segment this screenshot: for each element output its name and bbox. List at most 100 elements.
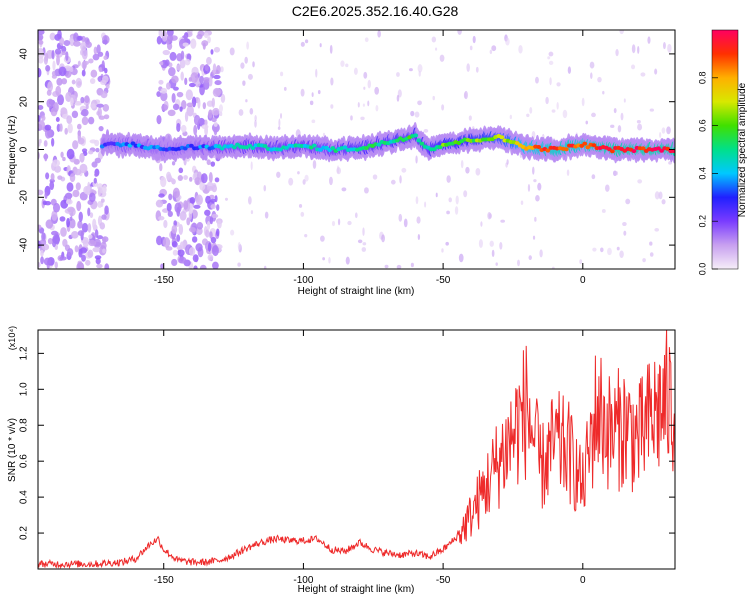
noise-speckle — [377, 30, 381, 38]
noise-speckle — [500, 219, 505, 223]
noise-speckle — [88, 58, 94, 64]
noise-speckle — [252, 61, 255, 68]
ridge-peak — [364, 145, 369, 150]
noise-speckle — [446, 210, 450, 215]
noise-speckle — [158, 215, 165, 221]
noise-speckle — [160, 87, 168, 94]
noise-speckle — [616, 246, 620, 251]
bottom-y-axis-label: SNR (10 * v/v) — [7, 418, 18, 482]
noise-speckle — [548, 51, 554, 57]
noise-speckle — [298, 204, 303, 208]
noise-speckle — [52, 159, 61, 167]
ridge-peak — [188, 143, 194, 148]
noise-speckle — [156, 114, 162, 125]
noise-speckle — [158, 79, 164, 85]
noise-speckle — [311, 119, 316, 124]
noise-speckle — [59, 123, 63, 132]
noise-speckle — [51, 70, 56, 77]
noise-speckle — [396, 94, 400, 102]
noise-speckle — [658, 191, 663, 200]
noise-speckle — [77, 230, 85, 237]
noise-speckle — [47, 237, 53, 245]
noise-speckle — [329, 176, 333, 186]
noise-speckle — [347, 220, 352, 226]
noise-speckle — [345, 63, 349, 68]
noise-speckle — [302, 179, 306, 185]
noise-speckle — [592, 247, 597, 252]
noise-speckle — [661, 127, 666, 134]
noise-speckle — [186, 102, 194, 108]
y-tick-label: 0 — [19, 146, 30, 152]
noise-speckle — [98, 115, 106, 120]
ridge-peak — [413, 133, 419, 138]
noise-speckle — [96, 235, 103, 240]
noise-speckle — [65, 91, 72, 103]
noise-speckle — [43, 257, 52, 266]
noise-speckle — [431, 36, 437, 43]
noise-speckle — [94, 172, 99, 177]
ridge-peak — [416, 138, 422, 143]
noise-speckle — [210, 161, 216, 167]
noise-speckle — [220, 93, 226, 103]
noise-speckle — [319, 43, 322, 48]
top-y-axis: -40 -20 0 20 40 — [19, 48, 675, 252]
noise-speckle — [242, 80, 246, 86]
noise-speckle — [98, 126, 104, 132]
noise-speckle — [54, 48, 62, 55]
noise-speckle — [585, 120, 589, 125]
ridge-peak — [250, 145, 256, 150]
colorbar-tick-label: 0.4 — [697, 167, 707, 180]
noise-speckle — [556, 101, 559, 110]
noise-speckle — [38, 104, 44, 110]
noise-speckle — [244, 56, 248, 64]
noise-speckle — [297, 171, 300, 175]
noise-speckle — [51, 49, 55, 60]
y-tick-label: 0.8 — [19, 418, 30, 432]
noise-speckle — [403, 218, 408, 228]
noise-speckle — [168, 67, 176, 77]
noise-speckle — [66, 115, 73, 124]
noise-speckle — [47, 81, 54, 92]
noise-speckle — [38, 33, 44, 41]
noise-speckle — [67, 248, 74, 257]
noise-speckle — [77, 220, 83, 229]
noise-speckle — [184, 77, 188, 86]
noise-speckle — [448, 197, 452, 203]
noise-speckle — [607, 247, 612, 256]
noise-speckle — [654, 227, 660, 232]
x-tick-label: -50 — [436, 575, 451, 586]
noise-speckle — [210, 49, 214, 55]
snr-frame — [37, 329, 676, 570]
bottom-x-axis: -150 -100 -50 0 — [154, 330, 586, 586]
noise-speckle — [41, 115, 46, 121]
noise-speckle — [46, 89, 52, 96]
noise-speckle — [283, 86, 287, 91]
noise-speckle — [186, 217, 191, 226]
noise-speckle — [90, 69, 98, 78]
noise-speckle — [77, 123, 82, 130]
noise-speckle — [206, 56, 212, 65]
noise-speckle — [65, 199, 73, 205]
noise-speckle — [50, 173, 55, 181]
noise-speckle — [480, 221, 483, 227]
noise-speckle — [517, 259, 520, 267]
noise-speckle — [188, 226, 197, 233]
noise-speckle — [193, 265, 198, 269]
noise-speckle — [204, 79, 211, 84]
noise-speckle — [94, 139, 100, 147]
noise-speckle — [163, 219, 168, 229]
noise-speckle — [350, 115, 353, 121]
noise-speckle — [190, 72, 199, 84]
noise-speckle — [311, 92, 314, 98]
noise-speckle — [79, 263, 85, 269]
noise-speckle — [73, 40, 81, 47]
noise-speckle — [640, 72, 646, 77]
noise-speckle — [46, 98, 54, 108]
noise-speckle — [70, 97, 74, 107]
noise-speckle — [93, 46, 98, 55]
ridge-peak — [311, 143, 317, 148]
noise-speckle — [38, 189, 44, 196]
noise-speckle — [197, 98, 201, 109]
ridge-peak — [585, 145, 591, 150]
